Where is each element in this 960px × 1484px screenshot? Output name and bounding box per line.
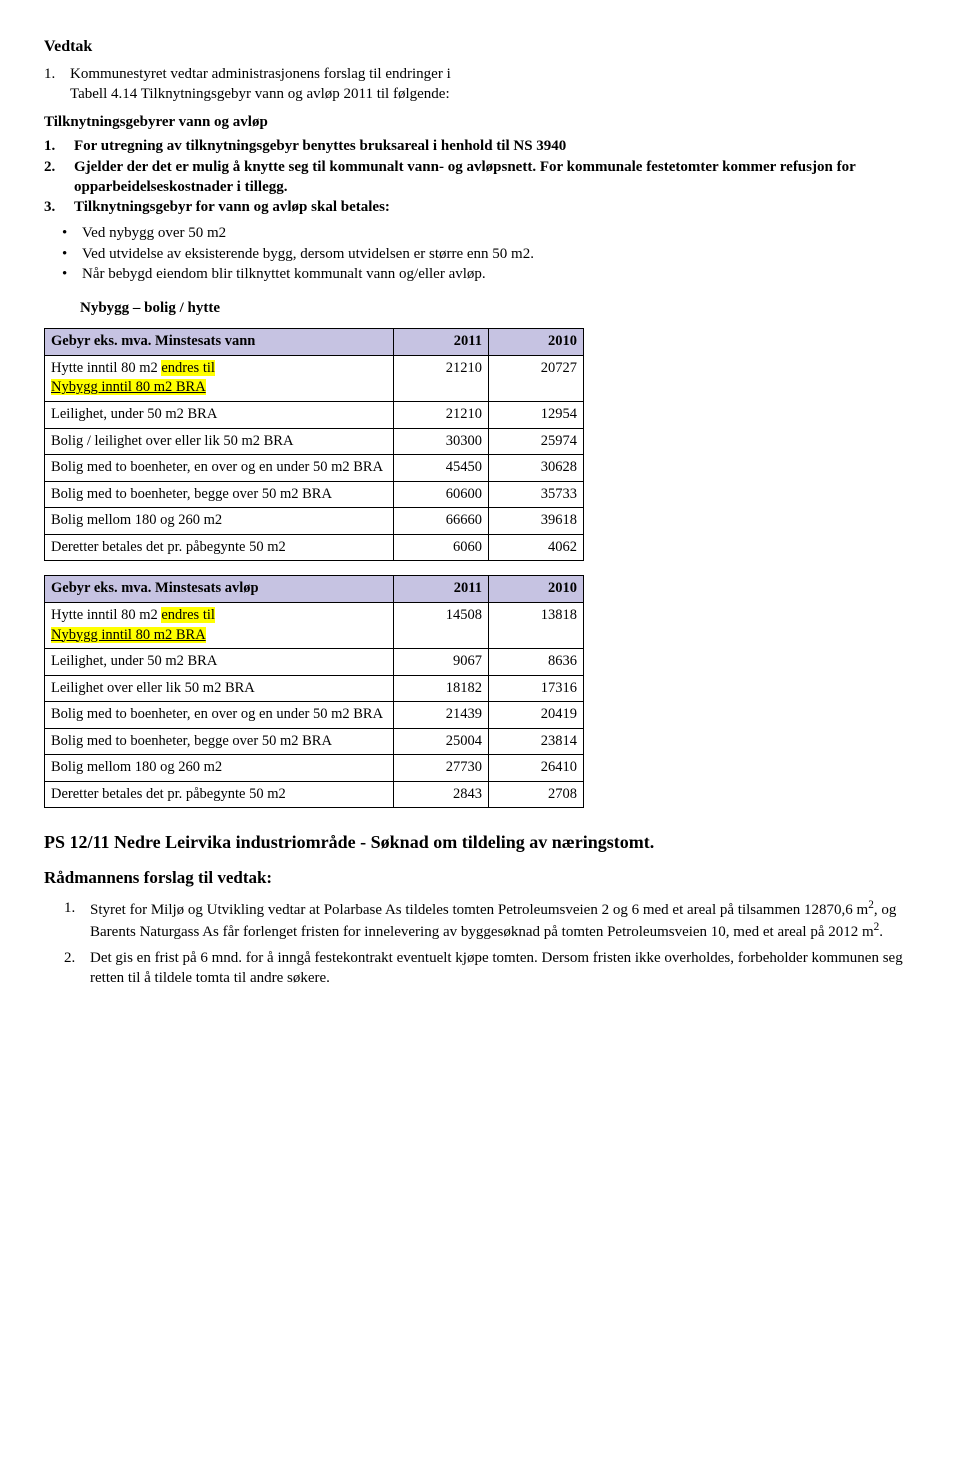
rule-row: 1. For utregning av tilknytningsgebyr be… xyxy=(44,136,916,156)
table-cell-value: 14508 xyxy=(394,602,489,648)
table-row: Hytte inntil 80 m2 endres tilNybygg innt… xyxy=(45,602,584,648)
table-cell-value: 45450 xyxy=(394,455,489,482)
table-cell-value: 30300 xyxy=(394,428,489,455)
table-avlop: Gebyr eks. mva. Minstesats avløp 2011 20… xyxy=(44,575,584,808)
table-row: Bolig mellom 180 og 260 m22773026410 xyxy=(45,755,584,782)
table-cell-value: 2708 xyxy=(489,781,584,808)
nybygg-heading: Nybygg – bolig / hytte xyxy=(80,298,916,318)
table-cell-value: 13818 xyxy=(489,602,584,648)
forslag-num: 2. xyxy=(64,948,90,989)
table-row: Deretter betales det pr. påbegynte 50 m2… xyxy=(45,781,584,808)
vedtak-item: 1. Kommunestyret vedtar administrasjonen… xyxy=(44,64,916,105)
table-cell-value: 39618 xyxy=(489,508,584,535)
rule-text: For utregning av tilknytningsgebyr benyt… xyxy=(74,136,916,156)
table-cell-label: Bolig med to boenheter, en over og en un… xyxy=(45,702,394,729)
table-cell-value: 66660 xyxy=(394,508,489,535)
table-header-label: Gebyr eks. mva. Minstesats avløp xyxy=(45,576,394,603)
table-cell-label: Hytte inntil 80 m2 endres tilNybygg innt… xyxy=(45,602,394,648)
table-cell-value: 6060 xyxy=(394,534,489,561)
tilknytning-heading: Tilknytningsgebyrer vann og avløp xyxy=(44,112,916,132)
table-header-year: 2011 xyxy=(394,329,489,356)
bullet-row: • Når bebygd eiendom blir tilknyttet kom… xyxy=(62,264,916,284)
vedtak-item-line1: Kommunestyret vedtar administrasjonens f… xyxy=(70,66,451,82)
table-cell-value: 4062 xyxy=(489,534,584,561)
rule-num: 1. xyxy=(44,136,74,156)
table-row: Bolig med to boenheter, begge over 50 m2… xyxy=(45,481,584,508)
rule-text: Gjelder der det er mulig å knytte seg ti… xyxy=(74,157,916,198)
table-cell-value: 27730 xyxy=(394,755,489,782)
table-row: Bolig med to boenheter, en over og en un… xyxy=(45,702,584,729)
table-cell-label: Bolig mellom 180 og 260 m2 xyxy=(45,508,394,535)
table-cell-label: Hytte inntil 80 m2 endres tilNybygg innt… xyxy=(45,355,394,401)
table-vann: Gebyr eks. mva. Minstesats vann 2011 201… xyxy=(44,328,584,561)
table-cell-label: Bolig med to boenheter, begge over 50 m2… xyxy=(45,728,394,755)
table-cell-value: 23814 xyxy=(489,728,584,755)
table-cell-value: 21210 xyxy=(394,402,489,429)
table-cell-label: Bolig mellom 180 og 260 m2 xyxy=(45,755,394,782)
vedtak-heading: Vedtak xyxy=(44,36,916,58)
table-row: Bolig med to boenheter, begge over 50 m2… xyxy=(45,728,584,755)
forslag-num: 1. xyxy=(64,898,90,943)
rule-text: Tilknytningsgebyr for vann og avløp skal… xyxy=(74,197,916,217)
forslag-item: 1. Styret for Miljø og Utvikling vedtar … xyxy=(44,898,916,943)
table-cell-label: Bolig med to boenheter, en over og en un… xyxy=(45,455,394,482)
table-cell-value: 26410 xyxy=(489,755,584,782)
table-cell-label: Deretter betales det pr. påbegynte 50 m2 xyxy=(45,534,394,561)
table-cell-value: 60600 xyxy=(394,481,489,508)
table-cell-label: Leilighet, under 50 m2 BRA xyxy=(45,402,394,429)
bullet-text: Ved utvidelse av eksisterende bygg, ders… xyxy=(82,244,534,264)
rule-num: 3. xyxy=(44,197,74,217)
table-row: Hytte inntil 80 m2 endres tilNybygg innt… xyxy=(45,355,584,401)
table-cell-value: 21210 xyxy=(394,355,489,401)
bullet-icon: • xyxy=(62,244,82,264)
table-header-year: 2010 xyxy=(489,329,584,356)
table-cell-value: 9067 xyxy=(394,649,489,676)
table-cell-value: 12954 xyxy=(489,402,584,429)
table-cell-label: Bolig med to boenheter, begge over 50 m2… xyxy=(45,481,394,508)
bullet-row: • Ved utvidelse av eksisterende bygg, de… xyxy=(62,244,916,264)
table-header-row: Gebyr eks. mva. Minstesats vann 2011 201… xyxy=(45,329,584,356)
ps-heading: PS 12/11 Nedre Leirvika industriområde -… xyxy=(44,830,916,854)
rule-row: 2. Gjelder der det er mulig å knytte seg… xyxy=(44,157,916,198)
table-cell-value: 25974 xyxy=(489,428,584,455)
forslag-text: Det gis en frist på 6 mnd. for å inngå f… xyxy=(90,948,916,989)
table-cell-value: 20419 xyxy=(489,702,584,729)
table-cell-value: 35733 xyxy=(489,481,584,508)
table-cell-value: 20727 xyxy=(489,355,584,401)
bullet-icon: • xyxy=(62,264,82,284)
table-header-year: 2010 xyxy=(489,576,584,603)
table-row: Bolig med to boenheter, en over og en un… xyxy=(45,455,584,482)
table-cell-value: 18182 xyxy=(394,675,489,702)
table-cell-value: 17316 xyxy=(489,675,584,702)
table-row: Bolig mellom 180 og 260 m26666039618 xyxy=(45,508,584,535)
table-row: Deretter betales det pr. påbegynte 50 m2… xyxy=(45,534,584,561)
table-cell-value: 25004 xyxy=(394,728,489,755)
table-row: Leilighet over eller lik 50 m2 BRA181821… xyxy=(45,675,584,702)
table-cell-label: Bolig / leilighet over eller lik 50 m2 B… xyxy=(45,428,394,455)
forslag-item: 2. Det gis en frist på 6 mnd. for å inng… xyxy=(44,948,916,989)
forslag-text: Styret for Miljø og Utvikling vedtar at … xyxy=(90,898,916,943)
rule-num: 2. xyxy=(44,157,74,198)
raadmann-heading: Rådmannens forslag til vedtak: xyxy=(44,867,916,890)
bullet-row: • Ved nybygg over 50 m2 xyxy=(62,223,916,243)
rule-row: 3. Tilknytningsgebyr for vann og avløp s… xyxy=(44,197,916,217)
table-header-row: Gebyr eks. mva. Minstesats avløp 2011 20… xyxy=(45,576,584,603)
table-cell-label: Deretter betales det pr. påbegynte 50 m2 xyxy=(45,781,394,808)
table-cell-value: 30628 xyxy=(489,455,584,482)
table-header-year: 2011 xyxy=(394,576,489,603)
bullet-icon: • xyxy=(62,223,82,243)
table-cell-label: Leilighet over eller lik 50 m2 BRA xyxy=(45,675,394,702)
bullet-text: Ved nybygg over 50 m2 xyxy=(82,223,226,243)
table-row: Leilighet, under 50 m2 BRA2121012954 xyxy=(45,402,584,429)
vedtak-item-line2: Tabell 4.14 Tilknytningsgebyr vann og av… xyxy=(70,86,450,102)
table-cell-value: 21439 xyxy=(394,702,489,729)
table-row: Bolig / leilighet over eller lik 50 m2 B… xyxy=(45,428,584,455)
table-header-label: Gebyr eks. mva. Minstesats vann xyxy=(45,329,394,356)
bullet-text: Når bebygd eiendom blir tilknyttet kommu… xyxy=(82,264,486,284)
vedtak-item-num: 1. xyxy=(44,64,70,105)
table-cell-value: 2843 xyxy=(394,781,489,808)
table-cell-value: 8636 xyxy=(489,649,584,676)
table-cell-label: Leilighet, under 50 m2 BRA xyxy=(45,649,394,676)
table-row: Leilighet, under 50 m2 BRA90678636 xyxy=(45,649,584,676)
